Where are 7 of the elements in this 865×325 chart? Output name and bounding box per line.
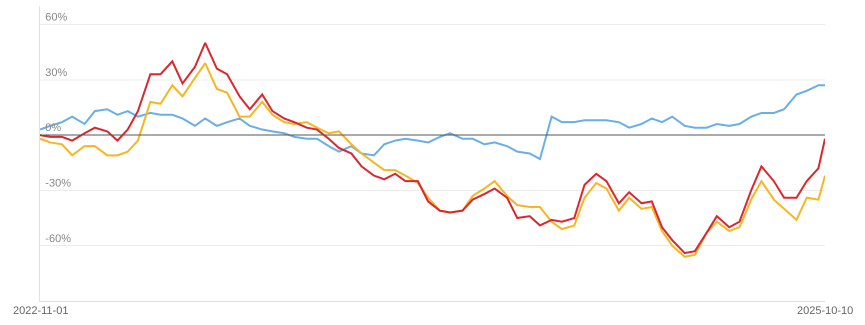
y-tick-label: 0% <box>45 122 62 134</box>
y-tick-label: -60% <box>45 232 72 245</box>
x-tick-label: 2025-10-10 <box>797 305 854 317</box>
y-tick-label: 30% <box>45 66 68 79</box>
y-tick-label: 60% <box>45 12 68 24</box>
y-tick-label: -30% <box>45 178 72 190</box>
x-tick-label: 2022-11-01 <box>13 305 68 317</box>
